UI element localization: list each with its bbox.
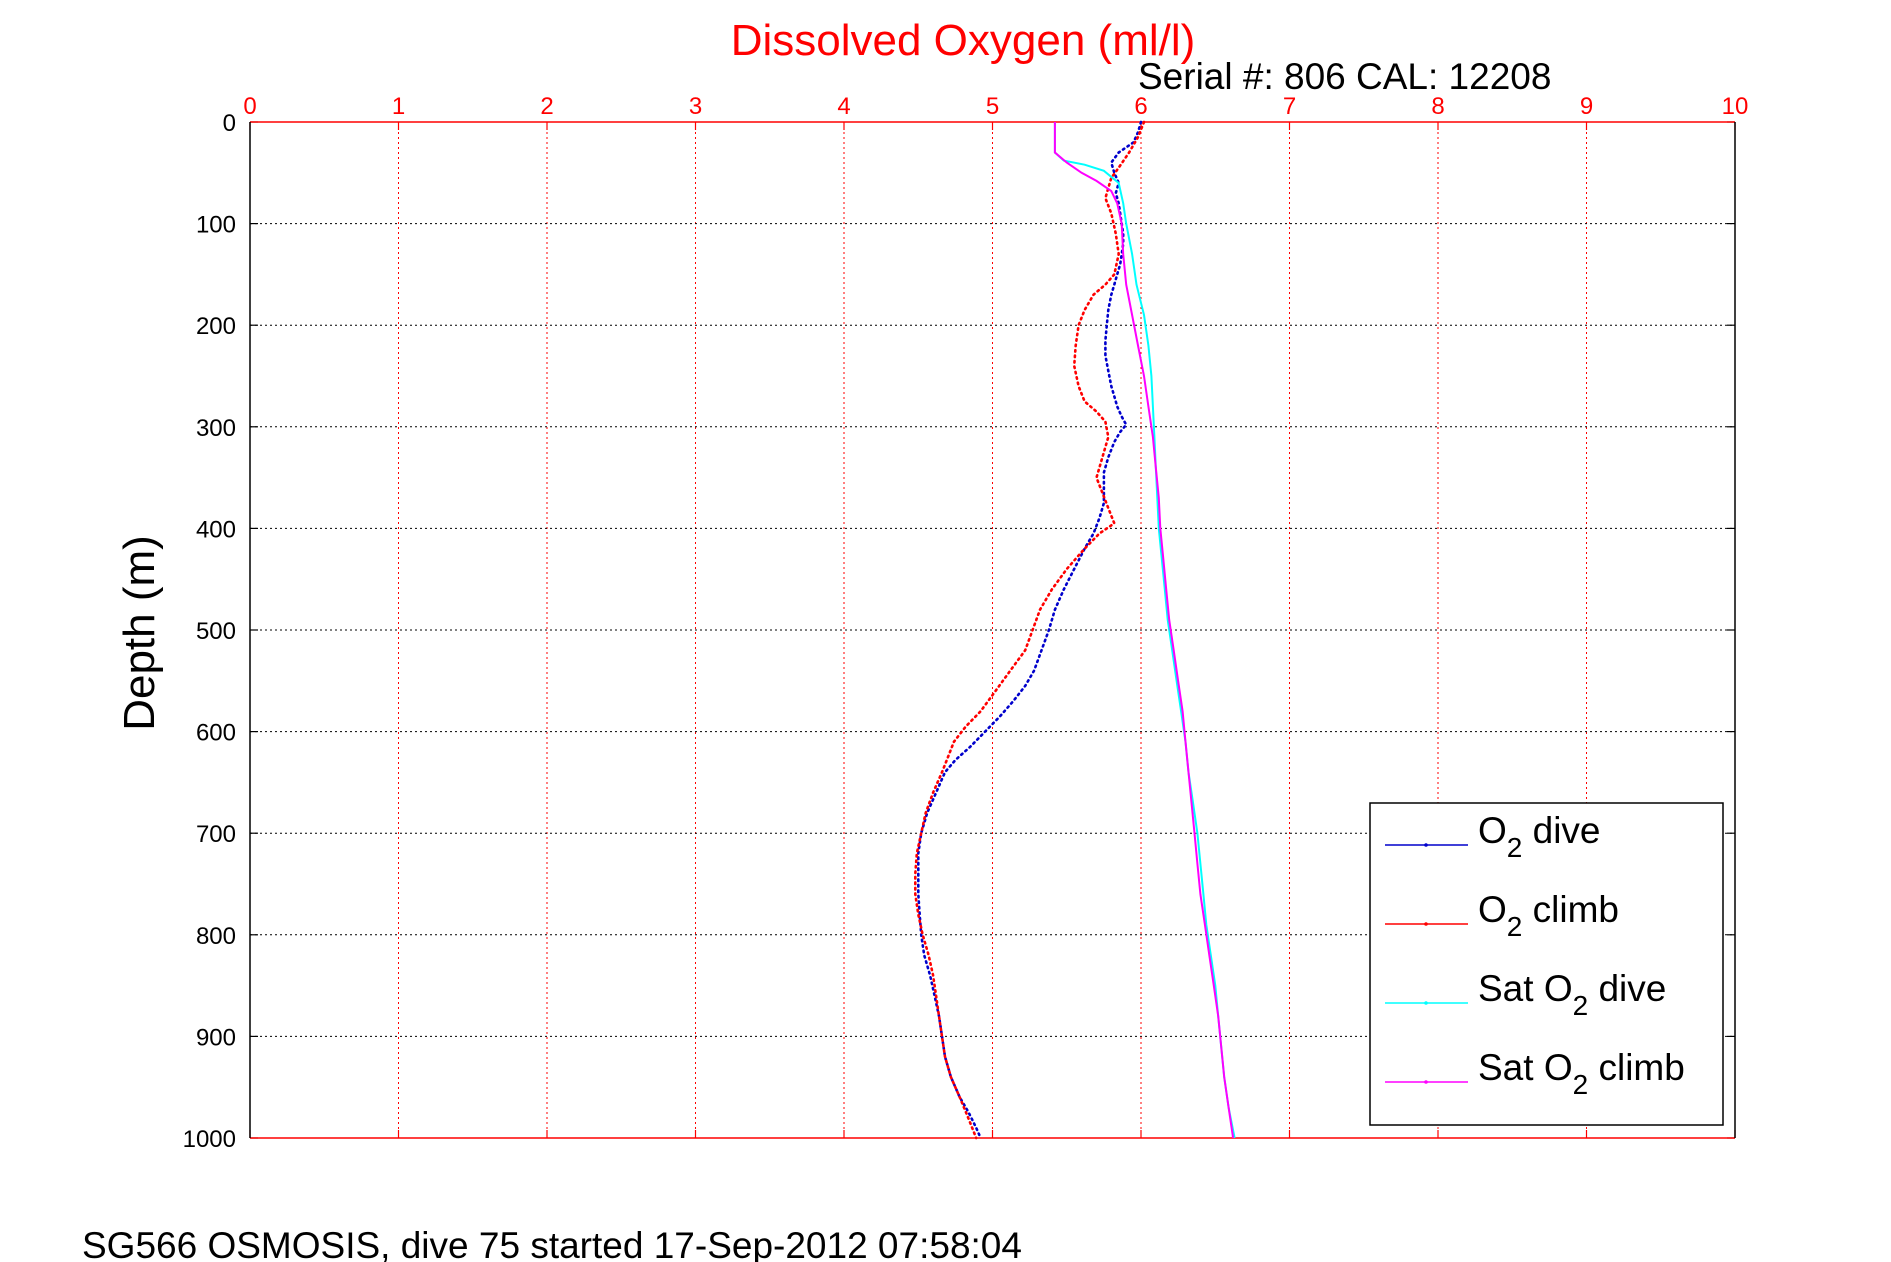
x-tick-label: 3 [689, 93, 702, 120]
series-line-o-climb [913, 120, 1146, 1140]
legend-label: O2 climb [1478, 889, 1619, 942]
y-tick-label: 700 [196, 821, 236, 848]
x-tick-label: 9 [1580, 93, 1593, 120]
y-tick-label: 100 [196, 212, 236, 239]
legend-marker [1424, 843, 1428, 847]
x-tick-label: 6 [1134, 93, 1147, 120]
series-line-sat-o-climb [1053, 122, 1235, 1139]
chart-title: Dissolved Oxygen (ml/l) [731, 16, 1196, 65]
legend-marker [1424, 1080, 1428, 1084]
y-tick-labels: 0 100 200 300 400 500 600 700 800 900 1000 [183, 110, 236, 1153]
x-tick-label: 2 [540, 93, 553, 120]
y-tick-label: 1000 [183, 1126, 236, 1153]
x-tick-label: 8 [1431, 93, 1444, 120]
y-tick-label: 800 [196, 923, 236, 950]
y-tick-label: 0 [223, 110, 236, 137]
x-tick-label: 7 [1283, 93, 1296, 120]
legend-label: Sat O2 climb [1478, 1047, 1685, 1100]
series-line-sat-o-dive [1053, 122, 1236, 1139]
footer-caption: SG566 OSMOSIS, dive 75 started 17-Sep-20… [82, 1225, 1022, 1262]
legend-marker [1424, 1001, 1428, 1005]
legend-label: O2 dive [1478, 810, 1601, 863]
y-tick-label: 500 [196, 618, 236, 645]
y-tick-label: 400 [196, 516, 236, 543]
y-axis-label: Depth (m) [115, 535, 164, 731]
legend-box [1369, 802, 1724, 1126]
axes [249, 121, 1736, 1139]
y-tick-label: 200 [196, 313, 236, 340]
legend: O2 dive O2 climb Sat O2 dive Sat O2 climb [1369, 802, 1724, 1126]
x-tick-label: 1 [392, 93, 405, 120]
chart-subtitle: Serial #: 806 CAL: 12208 [1138, 56, 1551, 97]
x-tick-label: 10 [1722, 93, 1749, 120]
x-tick-label: 4 [837, 93, 850, 120]
x-tick-labels: 0 1 2 3 4 5 6 7 8 9 10 [243, 93, 1748, 120]
legend-label: Sat O2 dive [1478, 968, 1666, 1021]
y-tick-label: 300 [196, 415, 236, 442]
series-layer [913, 120, 1236, 1140]
x-tick-label: 5 [986, 93, 999, 120]
y-tick-label: 600 [196, 720, 236, 747]
x-tick-label: 0 [243, 93, 256, 120]
y-tick-label: 900 [196, 1024, 236, 1051]
legend-marker [1424, 922, 1428, 926]
